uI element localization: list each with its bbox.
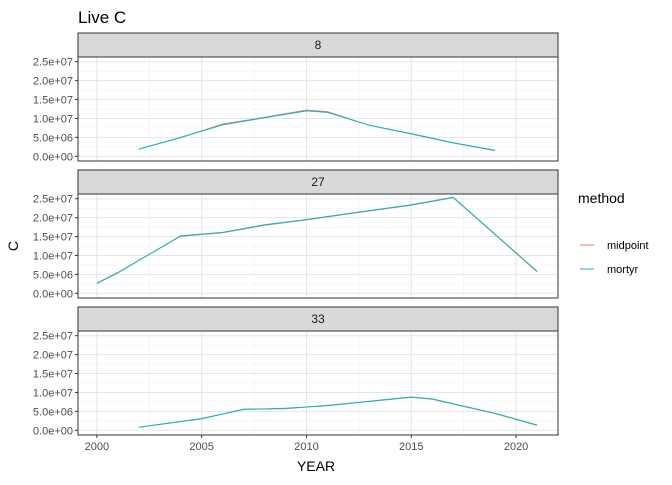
facet-panel-8: 8 0.0e+00 5.0e+06 1.0e+07 1.5e+07 2.0e+07 2.5e…: [33, 32, 559, 163]
y-tick-label: 0.0e+00: [33, 425, 73, 437]
y-tick-label: 2.0e+07: [33, 350, 73, 362]
panel-border: [77, 56, 559, 162]
y-tick-label: 2.5e+07: [33, 194, 73, 206]
legend-label: mortyr: [607, 264, 639, 276]
x-tick-label: 2005: [189, 441, 213, 453]
y-tick-label: 0.0e+00: [33, 288, 73, 300]
facet-panels: 8 0.0e+00 5.0e+06 1.0e+07 1.5e+07 2.0e+07 2.5e…: [33, 32, 559, 437]
x-tick-label: 2010: [294, 441, 318, 453]
y-tick-label: 2.5e+07: [33, 331, 73, 343]
legend: method midpoint mortyr: [578, 190, 649, 278]
facet-panel-33: 33 0.0e+00 5.0e+06 1.0e+07 1.5e+07 2.0e+07 2.5…: [33, 306, 559, 437]
y-tick-label: 1.5e+07: [33, 95, 73, 107]
y-tick-label: 1.0e+07: [33, 250, 73, 262]
chart-title: Live C: [78, 8, 126, 27]
y-tick-label: 1.5e+07: [33, 369, 73, 381]
y-tick-label: 1.0e+07: [33, 387, 73, 399]
panel-border: [77, 330, 559, 436]
y-tick-label: 2.5e+07: [33, 57, 73, 69]
y-tick-label: 1.5e+07: [33, 232, 73, 244]
x-axis-title: YEAR: [297, 458, 335, 474]
y-tick-label: 5.0e+06: [33, 406, 73, 418]
y-axis-title: C: [5, 241, 21, 251]
y-tick-label: 0.0e+00: [33, 151, 73, 163]
panel-border: [77, 193, 559, 299]
facet-strip-label: 8: [315, 38, 322, 52]
y-tick-label: 1.0e+07: [33, 113, 73, 125]
series-line-mortyr: [138, 396, 538, 428]
legend-title: method: [578, 190, 625, 206]
series-line-mortyr: [96, 196, 538, 284]
y-tick-label: 2.0e+07: [33, 76, 73, 88]
x-axis: 2000 2005 2010 2015 2020: [85, 435, 528, 453]
series-line-mortyr: [138, 110, 496, 151]
facet-strip: [77, 32, 559, 58]
facet-strip-label: 33: [311, 312, 325, 326]
y-tick-label: 2.0e+07: [33, 213, 73, 225]
y-tick-label: 5.0e+06: [33, 132, 73, 144]
facet-panel-27: 27 0.0e+00 5.0e+06 1.0e+07 1.5e+07 2.0e+07 2.5…: [33, 169, 559, 300]
x-tick-label: 2015: [399, 441, 423, 453]
facet-strip-label: 27: [311, 175, 325, 189]
x-tick-label: 2020: [504, 441, 528, 453]
facet-strip: [77, 306, 559, 332]
legend-label: midpoint: [607, 240, 649, 252]
y-tick-label: 5.0e+06: [33, 269, 73, 281]
x-tick-label: 2000: [85, 441, 109, 453]
